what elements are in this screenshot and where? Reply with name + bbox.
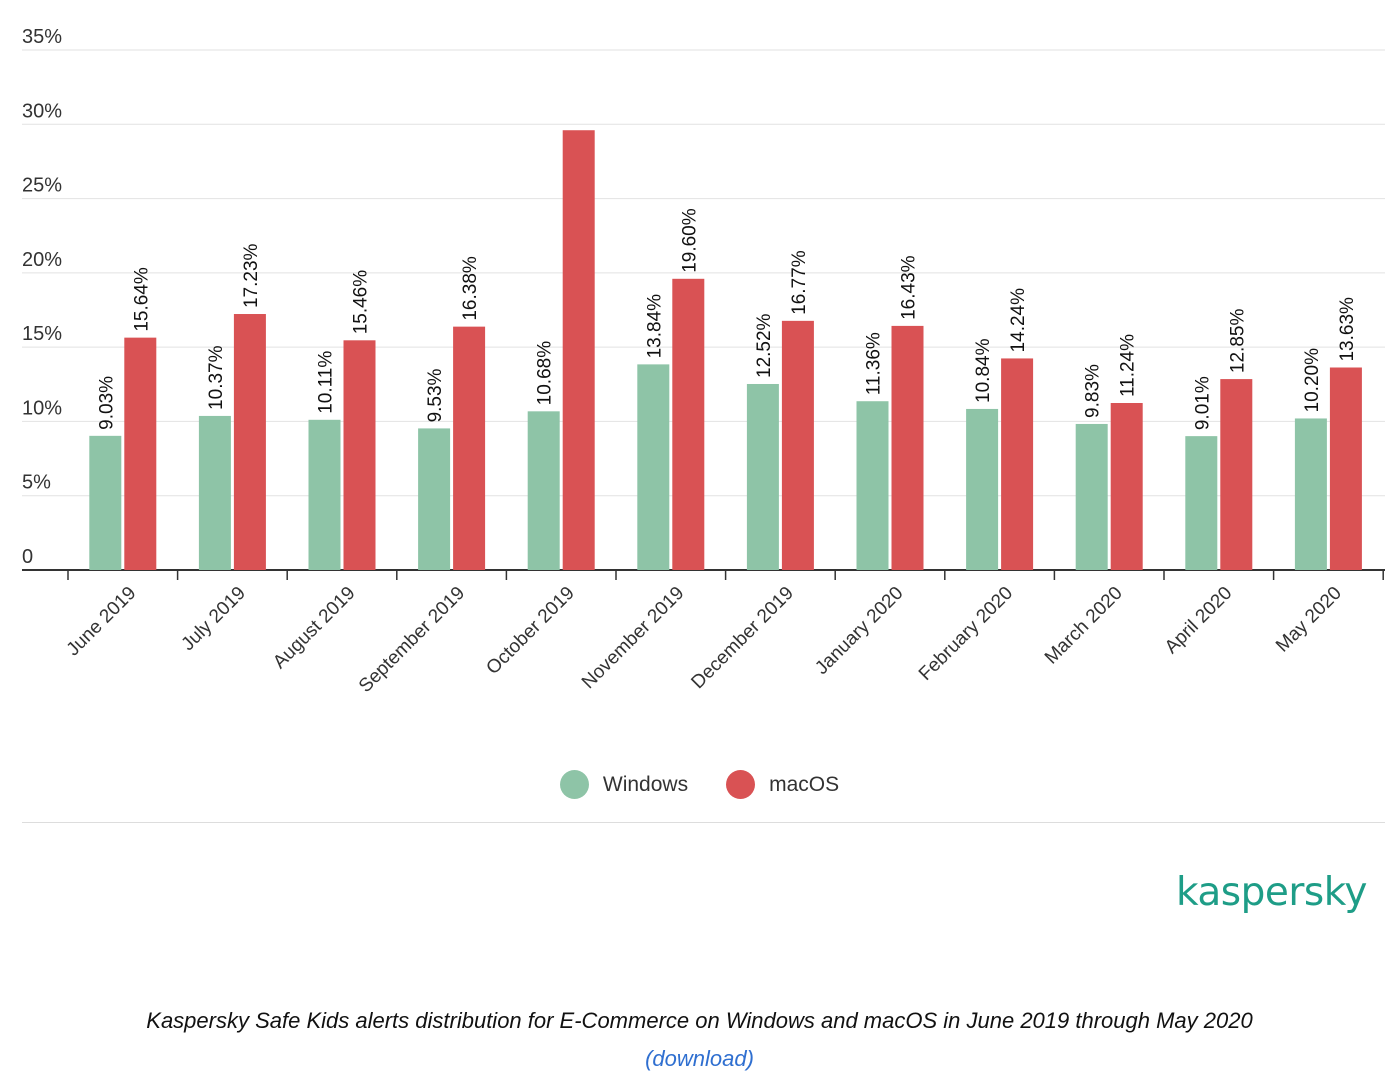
x-tick-label: August 2019 (269, 583, 359, 673)
y-tick-label: 25% (22, 175, 62, 197)
bar-macos-5[interactable] (672, 278, 705, 570)
y-tick-label: 15% (22, 323, 62, 345)
x-tick-label: December 2019 (687, 583, 797, 693)
data-label: 9.53% (425, 368, 446, 422)
x-tick-label: October 2019 (482, 583, 578, 679)
data-label: 9.83% (1083, 364, 1104, 418)
bar-windows-4[interactable] (527, 411, 560, 570)
legend: Windows macOS (0, 770, 1399, 799)
data-label: 15.64% (131, 267, 152, 332)
x-tick-label: May 2020 (1272, 583, 1346, 657)
bar-macos-3[interactable] (453, 326, 486, 570)
data-label: 11.24% (1118, 334, 1139, 397)
data-label: 12.52% (754, 313, 775, 378)
bar-macos-1[interactable] (233, 314, 266, 570)
bar-windows-0[interactable] (89, 435, 122, 570)
bar-windows-6[interactable] (746, 383, 779, 570)
bar-windows-8[interactable] (966, 408, 999, 570)
bar-macos-10[interactable] (1220, 379, 1253, 570)
y-tick-label: 35% (22, 26, 62, 48)
legend-label-macos: macOS (769, 772, 840, 796)
bar-macos-8[interactable] (1001, 358, 1034, 570)
bar-windows-2[interactable] (308, 419, 341, 570)
bar-macos-7[interactable] (891, 325, 924, 570)
bar-windows-1[interactable] (198, 415, 231, 570)
y-tick-label: 20% (22, 249, 62, 271)
bar-windows-9[interactable] (1075, 423, 1108, 570)
legend-swatch-windows (559, 770, 589, 799)
y-tick-label: 10% (22, 397, 62, 419)
figure-caption: Kaspersky Safe Kids alerts distribution … (146, 1008, 1253, 1033)
data-label: 12.85% (1227, 309, 1248, 374)
data-label: 10.37% (206, 345, 227, 410)
data-label: 10.11% (316, 351, 337, 414)
bar-macos-0[interactable] (124, 337, 157, 570)
data-label: 16.38% (460, 256, 481, 321)
bar-macos-4[interactable] (562, 130, 595, 570)
data-label: 16.77% (789, 250, 810, 315)
y-tick-label: 5% (22, 472, 51, 494)
x-tick-label: June 2019 (63, 583, 141, 661)
download-link[interactable]: (download) (645, 1046, 754, 1071)
data-label: 15.46% (351, 270, 372, 335)
data-label: 9.03% (96, 376, 117, 430)
bar-macos-6[interactable] (781, 320, 814, 570)
legend-label-windows: Windows (602, 772, 689, 796)
bar-macos-2[interactable] (343, 340, 376, 570)
bar-windows-10[interactable] (1185, 436, 1218, 570)
data-label: 13.63% (1337, 297, 1358, 362)
data-label: 9.01% (1192, 376, 1213, 430)
kaspersky-logo: kaspersky (1176, 870, 1368, 915)
x-tick-label: November 2019 (578, 583, 688, 693)
x-tick-label: April 2020 (1161, 583, 1236, 658)
x-tick-label: July 2019 (178, 583, 250, 655)
legend-item-windows[interactable]: Windows (559, 770, 689, 799)
legend-item-macos[interactable]: macOS (726, 770, 839, 799)
x-tick-label: February 2020 (915, 583, 1017, 685)
legend-swatch-macos (726, 770, 756, 799)
bar-chart: 0 5% 10% 15% 20% 25% 30% 35% 9.03% 15.64% June 201… (22, 26, 1385, 697)
data-label: 10.68% (535, 341, 556, 406)
data-label: 10.20% (1302, 348, 1323, 413)
data-label: 10.84% (973, 338, 994, 403)
data-label: 16.43% (899, 255, 920, 320)
bar-macos-9[interactable] (1110, 403, 1143, 570)
data-label: 17.23% (241, 243, 262, 308)
y-tick-label: 0 (22, 546, 33, 568)
data-label: 13.84% (644, 294, 665, 359)
y-tick-label: 30% (22, 100, 62, 122)
x-tick-label: March 2020 (1041, 583, 1127, 669)
x-tick-label: January 2020 (811, 583, 907, 679)
bar-windows-11[interactable] (1294, 418, 1327, 570)
divider (22, 822, 1385, 823)
x-tick-label: September 2019 (355, 583, 469, 697)
data-label: 14.24% (1008, 288, 1029, 353)
bar-windows-7[interactable] (856, 401, 889, 570)
bar-windows-3[interactable] (418, 428, 451, 570)
bar-windows-5[interactable] (637, 364, 670, 570)
bar-macos-11[interactable] (1329, 367, 1362, 570)
data-label: 19.60% (679, 208, 700, 273)
data-label: 11.36% (864, 332, 885, 395)
